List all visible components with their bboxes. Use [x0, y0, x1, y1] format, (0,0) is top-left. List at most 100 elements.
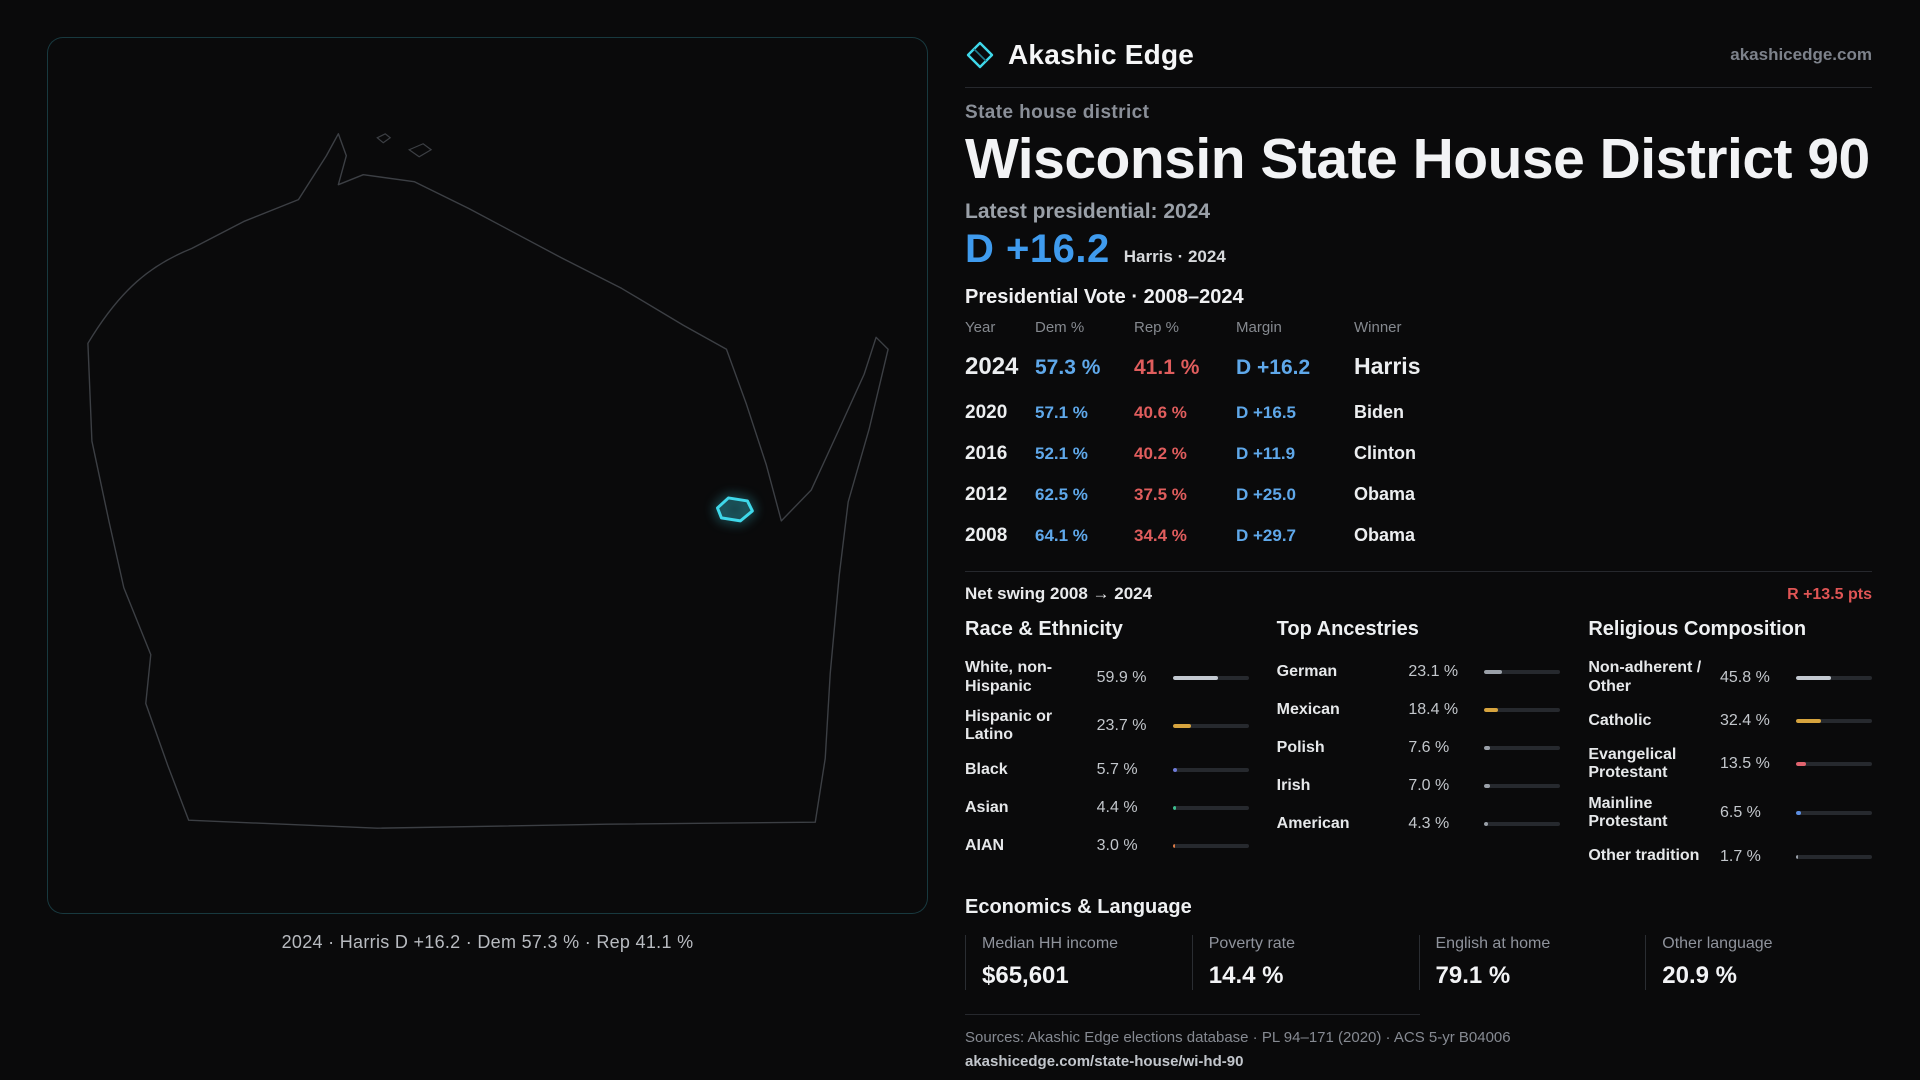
dem-share: 57.3 % — [1035, 356, 1101, 380]
demo-value: 13.5 % — [1719, 755, 1770, 773]
state-outline — [87, 133, 889, 829]
economics-title: Economics & Language — [965, 895, 1192, 918]
margin: D +29.7 — [1236, 526, 1297, 546]
rep-share: 40.6 % — [1134, 403, 1187, 423]
stat-value: 14.4 % — [1208, 961, 1284, 989]
apostle-islands-small — [376, 133, 392, 144]
net-swing-row: Net swing 2008 → 2024 R +13.5 pts — [965, 584, 1872, 604]
demo-bar-track — [1172, 805, 1249, 810]
table-row: 2024 57.3 % 41.1 % D +16.2 Harris — [965, 347, 1872, 393]
stat-value: 20.9 % — [1662, 961, 1737, 989]
economics-grid: Median HH income $65,601 Poverty rate 14… — [965, 934, 1872, 990]
dem-share: 52.1 % — [1035, 444, 1088, 464]
demo-bar-track — [1795, 719, 1872, 724]
list-item: Mainline Protestant 6.5 % — [1588, 795, 1872, 832]
demo-value: 32.4 % — [1719, 712, 1770, 730]
dem-share: 64.1 % — [1035, 526, 1088, 546]
stat-english-at-home: English at home 79.1 % — [1418, 934, 1646, 990]
header-divider — [965, 87, 1872, 88]
list-item: White, non-Hispanic 59.9 % — [965, 659, 1249, 696]
section-title: Top Ancestries — [1276, 618, 1419, 641]
stat-poverty-rate: Poverty rate 14.4 % — [1191, 934, 1419, 990]
demo-bar-fill — [1484, 822, 1488, 827]
demo-label: German — [1276, 663, 1338, 681]
stat-value: 79.1 % — [1435, 961, 1511, 989]
demo-bar-track — [1484, 746, 1561, 751]
apostle-islands — [407, 143, 433, 158]
demo-bar-track — [1172, 675, 1249, 680]
race-ethnicity-section: Race & Ethnicity White, non-Hispanic 59.… — [965, 618, 1249, 881]
stat-label: Median HH income — [982, 934, 1119, 952]
brand-domain-link[interactable]: akashicedge.com — [1730, 45, 1872, 64]
demo-label: American — [1276, 815, 1350, 833]
religion-section: Religious Composition Non-adherent / Oth… — [1588, 618, 1872, 881]
demo-label: Asian — [965, 798, 1009, 816]
net-swing-label: Net swing 2008 → 2024 — [965, 584, 1153, 604]
section-title: Religious Composition — [1588, 618, 1807, 641]
demo-bar-fill — [1795, 811, 1801, 816]
district-90-highlight[interactable] — [715, 496, 754, 523]
table-row: 2008 64.1 % 34.4 % D +29.7 Obama — [965, 516, 1872, 557]
list-item: Hispanic or Latino 23.7 % — [965, 708, 1249, 745]
vote-year: 2008 — [965, 525, 1008, 547]
latest-presidential-label: Latest presidential: 2024 — [965, 200, 1211, 224]
list-item: Black 5.7 % — [965, 757, 1249, 783]
headline-margin-row: D +16.2 Harris · 2024 — [965, 227, 1872, 272]
rep-share: 34.4 % — [1134, 526, 1187, 546]
header: Akashic Edge akashicedge.com — [965, 37, 1872, 73]
list-item: German 23.1 % — [1277, 659, 1561, 685]
vote-table-title: Presidential Vote · 2008–2024 — [965, 286, 1244, 309]
demo-value: 23.1 % — [1408, 663, 1459, 681]
demo-bar-fill — [1172, 843, 1175, 848]
demo-bar-track — [1795, 854, 1872, 859]
demo-value: 7.6 % — [1408, 739, 1450, 757]
vote-year: 2016 — [965, 443, 1008, 465]
demo-bar-track — [1172, 724, 1249, 729]
rep-share: 41.1 % — [1134, 356, 1200, 380]
demo-value: 59.9 % — [1096, 668, 1147, 686]
page-title: Wisconsin State House District 90 — [965, 127, 1870, 191]
permalink[interactable]: akashicedge.com/state-house/wi-hd-90 — [965, 1052, 1244, 1070]
net-swing-value: R +13.5 pts — [1787, 586, 1872, 604]
list-item: Asian 4.4 % — [965, 795, 1249, 821]
demo-value: 18.4 % — [1408, 701, 1459, 719]
winner: Obama — [1354, 525, 1416, 546]
demo-bar-fill — [1795, 854, 1798, 859]
winner: Obama — [1354, 484, 1416, 505]
list-item: Other tradition 1.7 % — [1588, 844, 1872, 870]
demo-label: AIAN — [965, 836, 1005, 854]
demo-bar-track — [1795, 675, 1872, 680]
table-divider — [965, 571, 1872, 573]
col-year: Year — [965, 319, 996, 337]
demo-label: Non-adherent / Other — [1588, 659, 1702, 695]
demo-bar-fill — [1795, 675, 1831, 680]
demo-bar-track — [1484, 822, 1561, 827]
section-title: Race & Ethnicity — [965, 618, 1123, 641]
col-winner: Winner — [1354, 319, 1402, 337]
demo-value: 3.0 % — [1096, 836, 1138, 854]
col-dem: Dem % — [1035, 319, 1085, 337]
demographics-grid: Race & Ethnicity White, non-Hispanic 59.… — [965, 618, 1872, 881]
wisconsin-map — [87, 133, 889, 829]
vote-table: Year Dem % Rep % Margin Winner 2024 57.3… — [965, 319, 1872, 557]
demo-label: Hispanic or Latino — [965, 708, 1053, 744]
list-item: Mexican 18.4 % — [1277, 697, 1561, 723]
winner: Biden — [1354, 402, 1405, 423]
demo-label: Mainline Protestant — [1588, 794, 1668, 831]
vote-table-header: Year Dem % Rep % Margin Winner — [965, 319, 1872, 347]
demo-bar-fill — [1484, 708, 1499, 713]
vote-year: 2020 — [965, 402, 1008, 424]
demo-value: 6.5 % — [1719, 804, 1761, 822]
demo-label: Black — [965, 760, 1008, 778]
vote-year: 2012 — [965, 484, 1008, 506]
demo-label: White, non-Hispanic — [965, 659, 1053, 695]
rep-share: 40.2 % — [1134, 444, 1187, 464]
content-column: Akashic Edge akashicedge.com State house… — [965, 37, 1872, 1080]
table-row: 2016 52.1 % 40.2 % D +11.9 Clinton — [965, 434, 1872, 475]
demo-bar-fill — [1172, 724, 1191, 729]
demo-bar-track — [1795, 811, 1872, 816]
stat-label: Poverty rate — [1208, 934, 1296, 952]
demo-bar-track — [1172, 843, 1249, 848]
demo-bar-track — [1484, 708, 1561, 713]
